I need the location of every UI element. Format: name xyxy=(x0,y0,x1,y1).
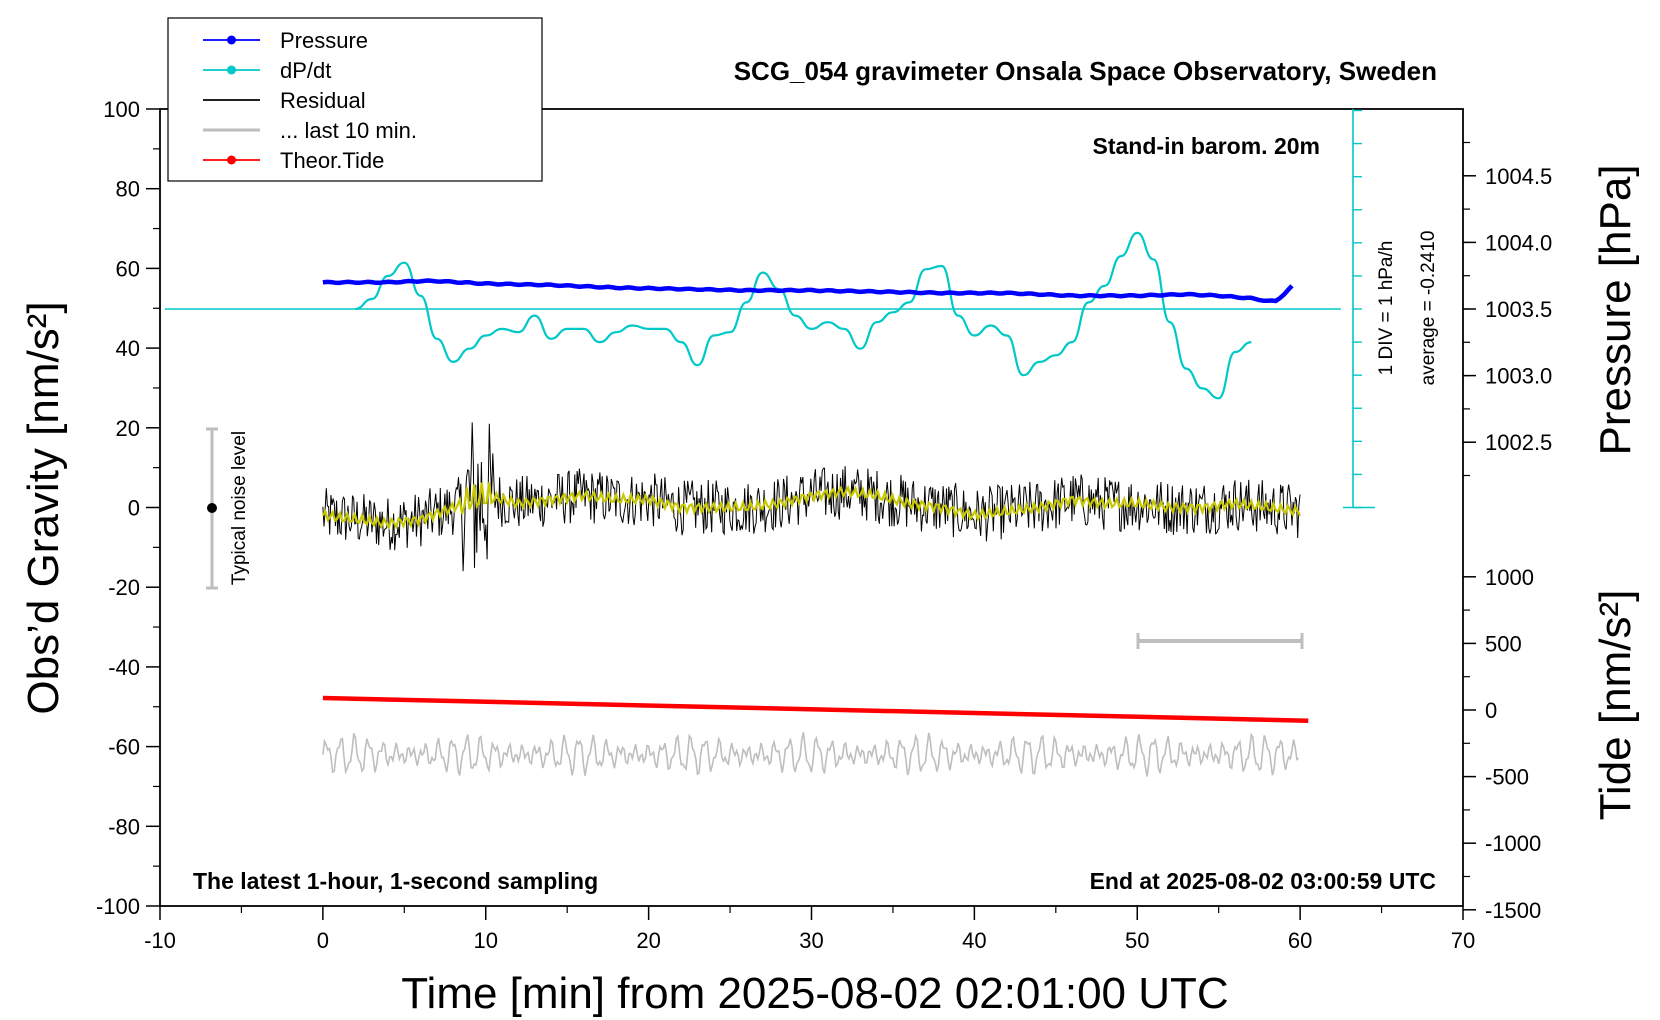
pressure-tick-label: 1003.0 xyxy=(1485,364,1552,389)
ten-minute-scale-bar xyxy=(1136,633,1304,649)
x-tick-label: 50 xyxy=(1125,928,1149,953)
series-theor-tide xyxy=(322,695,1309,723)
dpdt-average-label: average = -0.2410 xyxy=(1418,231,1439,386)
y-tick-label: 80 xyxy=(116,177,140,202)
x-tick-label: 20 xyxy=(636,928,660,953)
x-tick-label: 30 xyxy=(799,928,823,953)
tide-axis-title: Tide [nm/s²] xyxy=(1591,590,1640,821)
legend-marker xyxy=(227,155,236,165)
legend-label: ... last 10 min. xyxy=(280,118,417,143)
y-axis-left-title: Obs’d Gravity [nm/s²] xyxy=(19,301,68,714)
y-tick-label: -40 xyxy=(108,655,140,680)
tide-tick-label: -500 xyxy=(1485,765,1529,790)
x-tick-label: 60 xyxy=(1288,928,1312,953)
y-tick-label: -100 xyxy=(96,894,140,919)
tide-tick-label: 500 xyxy=(1485,631,1522,656)
series-last-10-min xyxy=(322,732,1300,777)
x-axis-title: Time [min] from 2025-08-02 02:01:00 UTC xyxy=(401,969,1228,1018)
end-time-note: End at 2025-08-02 03:00:59 UTC xyxy=(1090,868,1436,894)
y-tick-label: 40 xyxy=(116,336,140,361)
series-residual-smoothed xyxy=(321,482,1302,531)
legend-label: Theor.Tide xyxy=(280,148,384,173)
x-tick-label: 40 xyxy=(962,928,986,953)
series-pressure xyxy=(322,278,1294,304)
pressure-tick-label: 1003.5 xyxy=(1485,297,1552,322)
tide-tick-label: -1500 xyxy=(1485,898,1541,923)
dpdt-scale-bar xyxy=(1343,109,1375,509)
chart-title: SCG_054 gravimeter Onsala Space Observat… xyxy=(734,56,1437,86)
pressure-tick-label: 1004.5 xyxy=(1485,164,1552,189)
tide-tick-label: 1000 xyxy=(1485,565,1534,590)
y-tick-label: 60 xyxy=(116,256,140,281)
y-tick-label: 20 xyxy=(116,416,140,441)
pressure-tick-label: 1002.5 xyxy=(1485,430,1552,455)
series-layer xyxy=(164,231,1341,777)
dpdt-scale-label: 1 DIV = 1 hPa/h xyxy=(1376,241,1397,376)
y-tick-label: 0 xyxy=(128,496,140,521)
legend-marker xyxy=(227,65,236,75)
y-axis-left-ticks: -100 -80 -60 -40 -20 0 20 40 60 80 100 xyxy=(96,97,160,919)
y-tick-label: -60 xyxy=(108,735,140,760)
x-tick-label: 70 xyxy=(1451,928,1475,953)
series-dpdt xyxy=(355,231,1252,400)
pressure-axis-title: Pressure [hPa] xyxy=(1591,164,1640,455)
x-tick-label: 10 xyxy=(474,928,498,953)
y-tick-label: 100 xyxy=(103,97,140,122)
y-tick-label: -20 xyxy=(108,575,140,600)
legend: Pressure dP/dt Residual ... last 10 min. The… xyxy=(167,17,543,182)
y-tick-label: -80 xyxy=(108,814,140,839)
legend-marker xyxy=(227,35,236,45)
legend-label: Residual xyxy=(280,88,366,113)
tide-tick-label: 0 xyxy=(1485,698,1497,723)
noise-label: Typical noise level xyxy=(229,431,250,585)
series-residual xyxy=(322,422,1301,572)
pressure-tick-label: 1004.0 xyxy=(1485,230,1552,255)
x-tick-label: 0 xyxy=(317,928,329,953)
noise-center-dot xyxy=(207,503,217,513)
y-axis-right-ticks: 1002.5 1003.0 1003.5 1004.0 1004.5 -1500 -1000… xyxy=(1463,141,1552,923)
legend-label: Pressure xyxy=(280,28,368,53)
sampling-note: The latest 1-hour, 1-second sampling xyxy=(193,868,598,894)
x-tick-label: -10 xyxy=(144,928,176,953)
legend-label: dP/dt xyxy=(280,58,331,83)
noise-level-indicator: Typical noise level xyxy=(206,427,250,590)
tide-tick-label: -1000 xyxy=(1485,831,1541,856)
x-axis-ticks: -10 0 10 20 30 40 50 60 70 xyxy=(144,906,1475,953)
stand-in-barometer-note: Stand-in barom. 20m xyxy=(1093,133,1320,159)
